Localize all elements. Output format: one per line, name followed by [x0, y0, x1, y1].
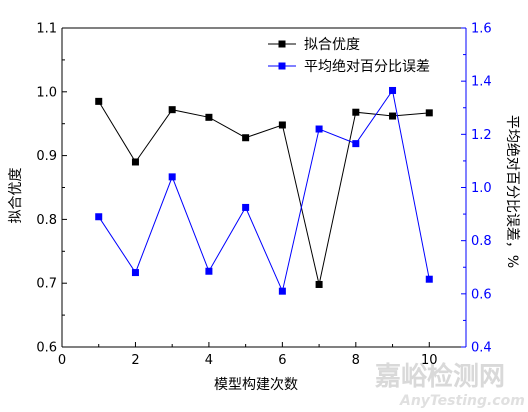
y2-tick-label: 0.6	[471, 287, 492, 302]
series-2-point	[131, 269, 139, 277]
x-tick-label: 0	[58, 353, 66, 368]
series-layer	[95, 86, 433, 295]
y-tick-label: 0.6	[36, 341, 57, 356]
series-2-point	[425, 275, 433, 283]
y-tick-label: 0.7	[36, 277, 57, 292]
series-1-point	[352, 108, 360, 116]
series-2-point	[278, 287, 286, 295]
y-tick-label: 1.1	[36, 22, 57, 37]
x-tick-label: 2	[131, 353, 139, 368]
y2-tick-label: 1.0	[471, 181, 492, 196]
plot-frame	[61, 27, 467, 348]
series-1-point	[242, 134, 250, 142]
bottom-axis: 0 2 4 6 8 10	[58, 342, 438, 368]
series-1-line	[98, 101, 430, 285]
legend-label: 平均绝对百分比误差	[304, 59, 430, 75]
series-1-point	[205, 113, 213, 121]
watermark-cn-text: 嘉峪检测网	[375, 361, 505, 392]
y2-tick-label: 1.2	[471, 128, 492, 143]
series-2-point	[352, 140, 360, 148]
y-tick-label: 0.9	[36, 149, 57, 164]
watermark: 嘉峪检测网 AnyTesting.com	[375, 361, 525, 409]
series-2-point	[389, 86, 397, 94]
series-1-point	[95, 97, 103, 105]
series-1-point	[168, 106, 176, 114]
x-axis-label: 模型构建次数	[214, 377, 298, 393]
legend-marker	[278, 40, 286, 48]
series-2-point	[168, 173, 176, 181]
series-1-point	[131, 158, 139, 166]
y-axis-label: 拟合优度	[8, 168, 24, 224]
y-tick-label: 1.0	[36, 85, 57, 100]
series-1-point	[425, 109, 433, 117]
y2-tick-label: 0.8	[471, 234, 492, 249]
series-2-line	[98, 89, 430, 293]
left-axis: 0.6 0.7 0.8 0.9 1.0 1.1	[36, 22, 67, 356]
y2-axis-label: 平均绝对百分比误差，%	[504, 115, 520, 268]
right-axis: 0.4 0.6 0.8 1.0 1.2 1.4 1.6	[461, 22, 492, 356]
series-1-point	[315, 280, 323, 288]
y2-tick-label: 1.6	[471, 22, 492, 37]
watermark-en-text: AnyTesting.com	[399, 393, 525, 409]
x-tick-label: 4	[205, 353, 213, 368]
series-2-point	[205, 267, 213, 275]
series-1-point	[389, 112, 397, 120]
legend-label: 拟合优度	[304, 37, 360, 53]
y2-tick-label: 0.4	[471, 341, 492, 356]
x-tick-label: 10	[421, 353, 438, 368]
series-2-point	[315, 125, 323, 133]
x-tick-label: 8	[352, 353, 360, 368]
x-tick-label: 6	[278, 353, 286, 368]
series-2-point	[95, 213, 103, 221]
series-1-point	[278, 121, 286, 129]
legend-marker	[278, 62, 286, 70]
series-2-point	[242, 203, 250, 211]
y-tick-label: 0.8	[36, 213, 57, 228]
y2-tick-label: 1.4	[471, 75, 492, 90]
